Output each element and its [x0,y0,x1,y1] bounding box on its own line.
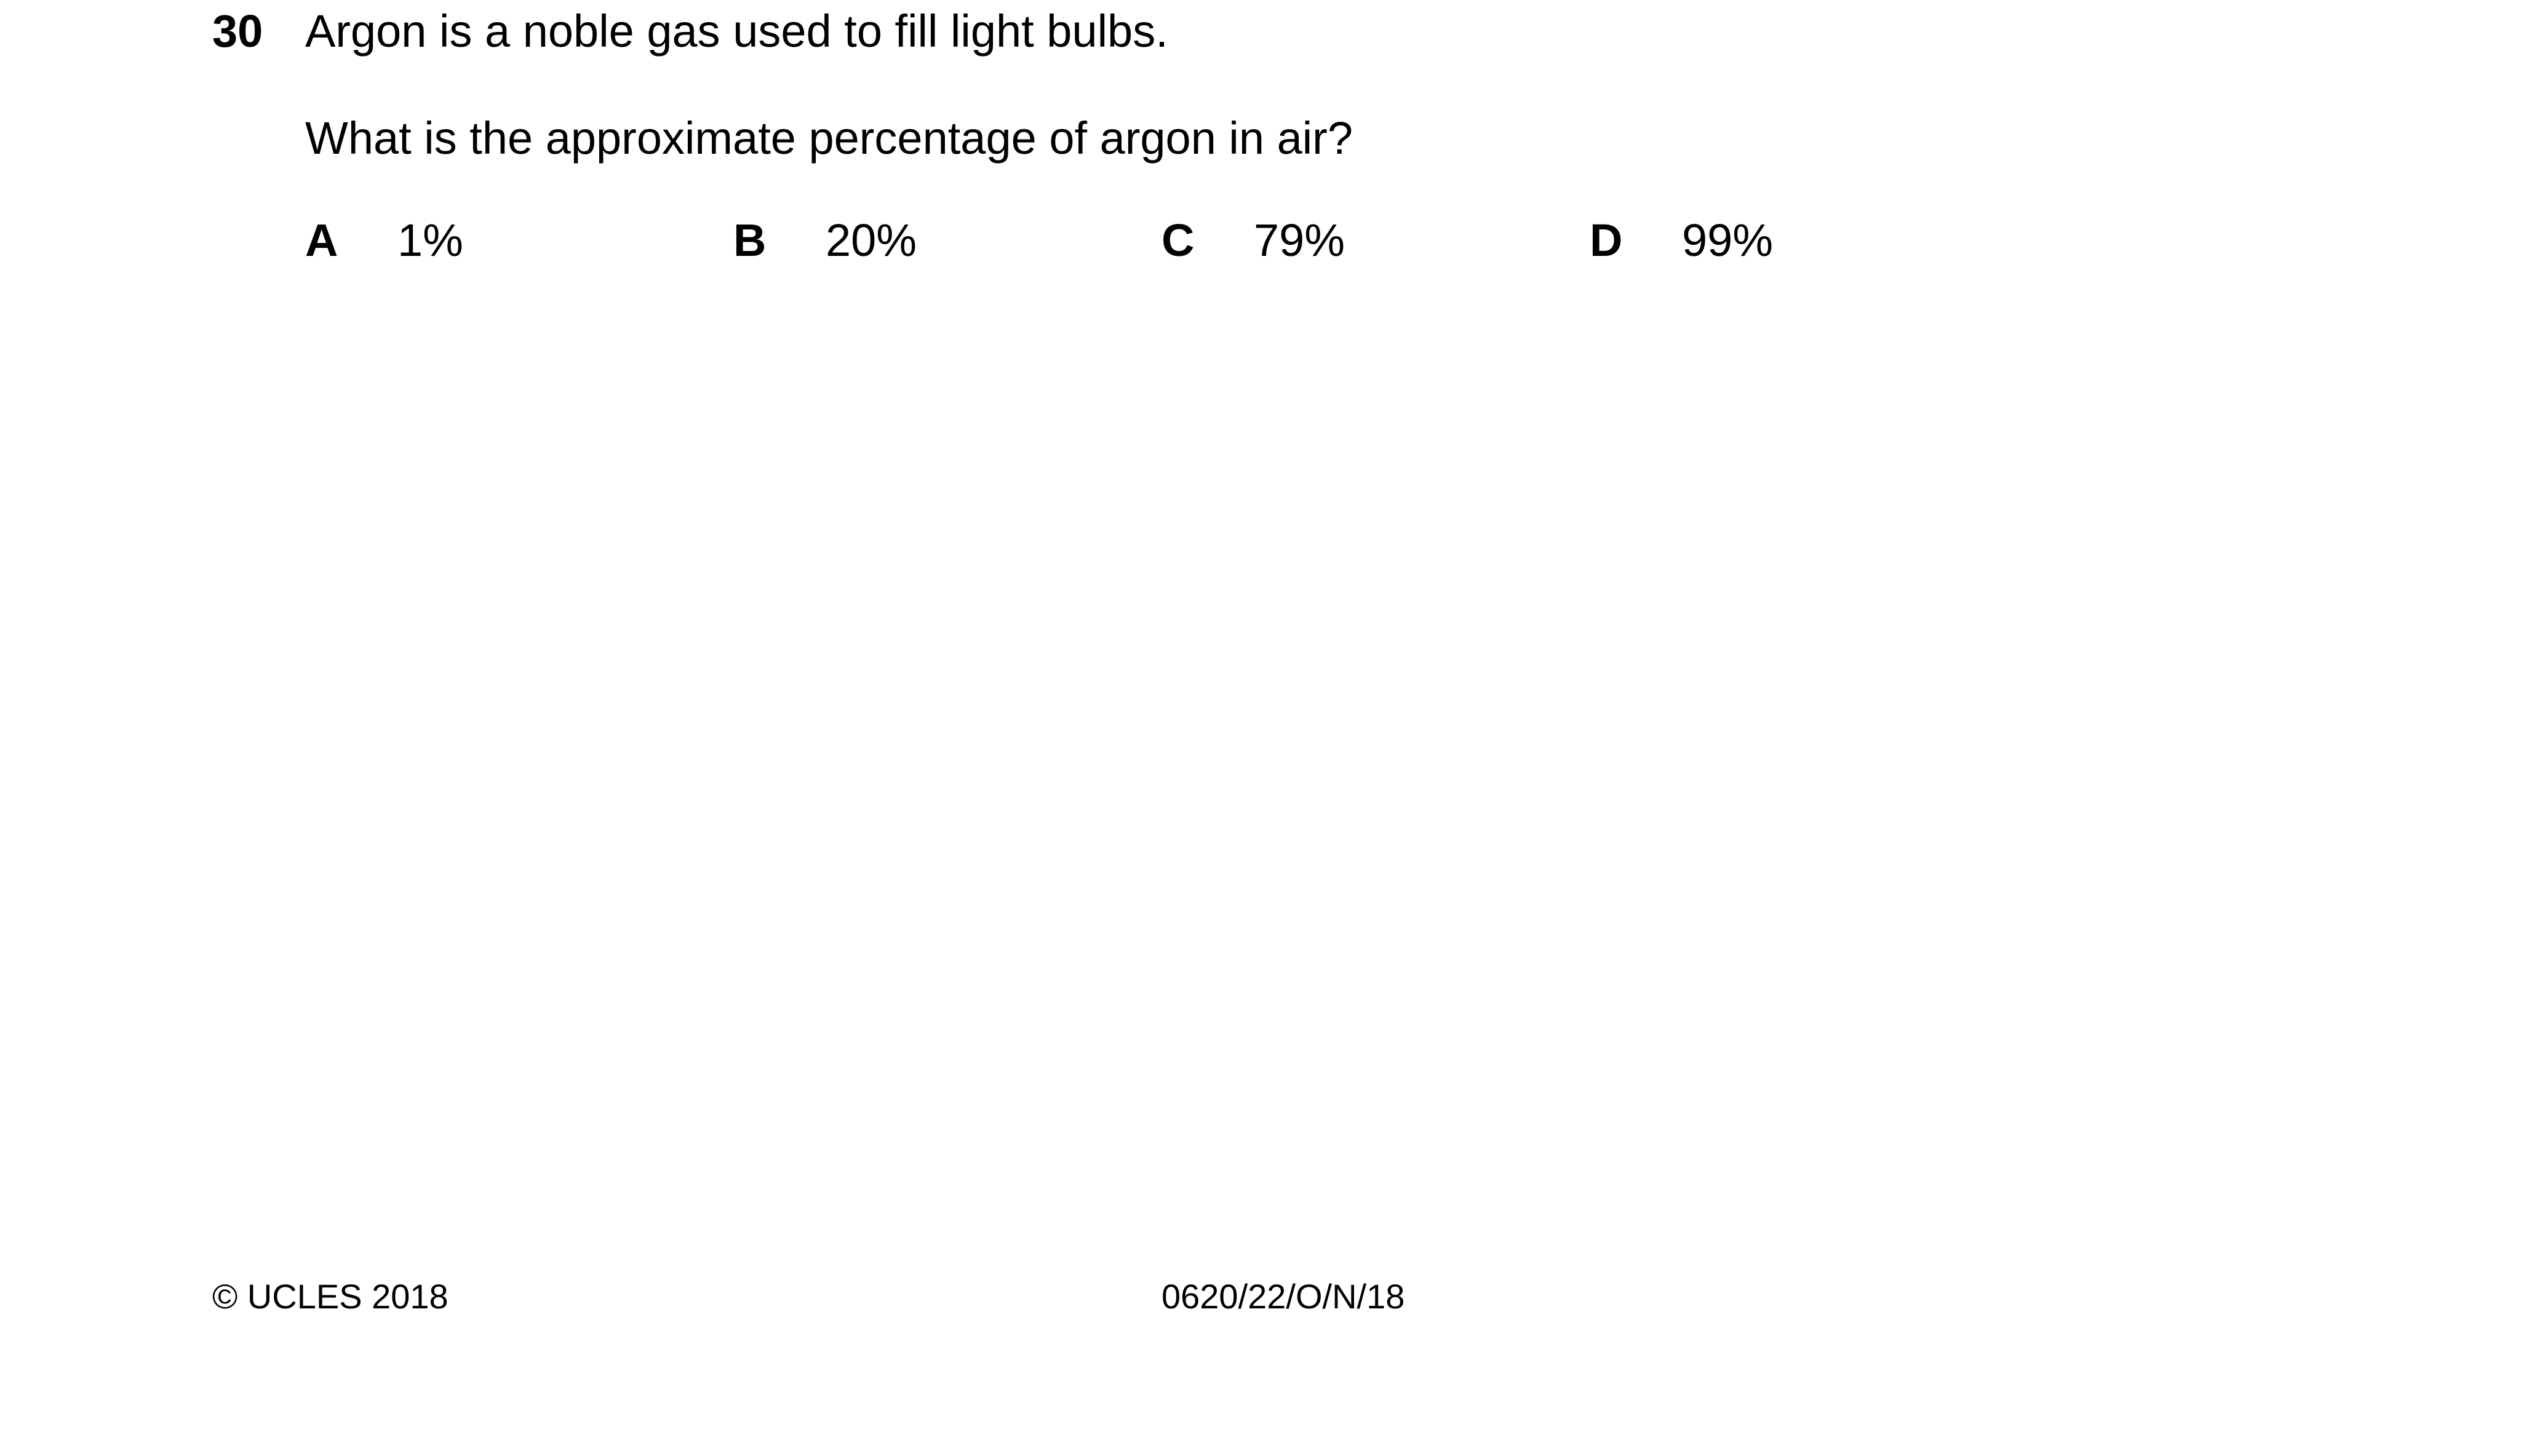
option-a-letter: A [305,215,338,266]
option-c-value: 79% [1254,215,1345,266]
option-b-letter: B [733,215,767,266]
option-b-value: 20% [826,215,917,266]
footer-paper-code: 0620/22/O/N/18 [1161,1277,1405,1316]
question-prompt: What is the approximate percentage of ar… [305,113,1353,164]
question-stem: Argon is a noble gas used to fill light … [305,6,1168,57]
option-d-letter: D [1590,215,1623,266]
footer-copyright: © UCLES 2018 [212,1277,448,1316]
option-d-value: 99% [1682,215,1774,266]
question-number: 30 [212,6,263,57]
option-a-value: 1% [397,215,463,266]
option-c-letter: C [1161,215,1195,266]
